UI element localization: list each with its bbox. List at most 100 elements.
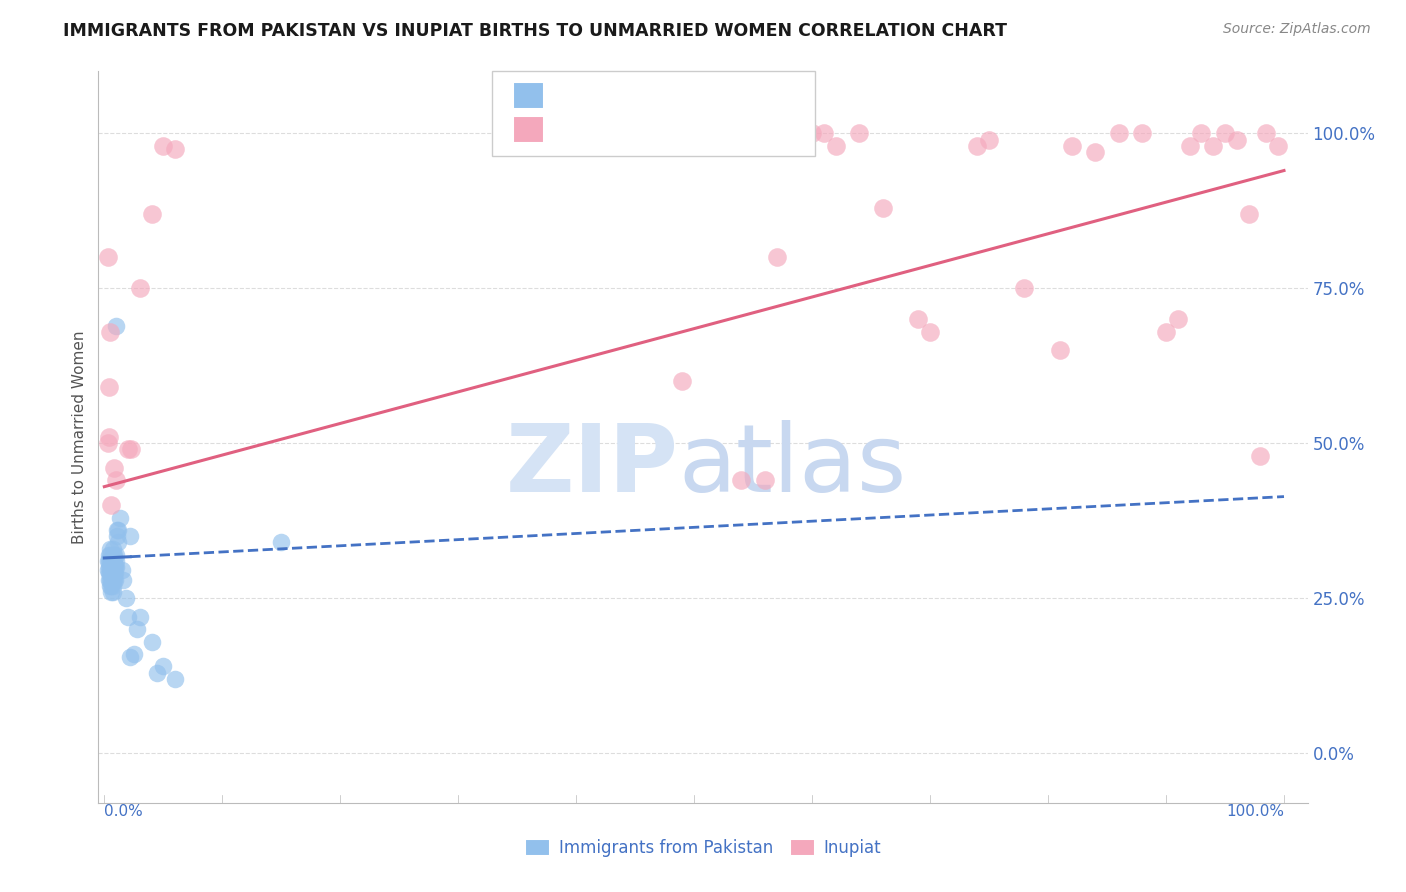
Point xyxy=(101,566,124,581)
Point xyxy=(97,250,120,264)
Point xyxy=(1256,126,1278,140)
Point xyxy=(98,548,121,562)
Point xyxy=(105,474,128,488)
Point xyxy=(165,672,187,686)
Legend: Immigrants from Pakistan, Inupiat: Immigrants from Pakistan, Inupiat xyxy=(519,832,887,864)
Point xyxy=(98,380,121,394)
Point xyxy=(101,554,124,568)
Point xyxy=(112,573,135,587)
Point xyxy=(101,548,124,562)
Point xyxy=(101,579,124,593)
Point xyxy=(98,573,121,587)
Point xyxy=(98,554,121,568)
Point xyxy=(813,126,835,140)
Point xyxy=(103,548,125,562)
Point xyxy=(907,312,929,326)
Point xyxy=(152,659,174,673)
Point xyxy=(1084,145,1107,159)
Point xyxy=(141,634,163,648)
Point xyxy=(108,510,131,524)
Text: R = 0.019: R = 0.019 xyxy=(553,87,643,104)
Point xyxy=(105,529,128,543)
Point xyxy=(98,560,121,574)
Point xyxy=(1178,138,1201,153)
Point xyxy=(98,548,121,562)
Point xyxy=(101,560,124,574)
Text: R = 0.583: R = 0.583 xyxy=(553,120,643,138)
Point xyxy=(1049,343,1071,358)
Point xyxy=(101,541,124,556)
Text: atlas: atlas xyxy=(679,420,907,512)
Point xyxy=(107,535,129,549)
Point xyxy=(1167,312,1189,326)
Point xyxy=(152,138,174,153)
Point xyxy=(98,554,121,568)
Point xyxy=(754,474,776,488)
Point xyxy=(1014,281,1036,295)
Point xyxy=(103,554,125,568)
Point xyxy=(104,560,127,574)
Point xyxy=(98,430,121,444)
Point xyxy=(120,529,142,543)
Point xyxy=(100,566,122,581)
Point xyxy=(128,281,150,295)
Point xyxy=(98,566,121,581)
Point xyxy=(1237,207,1260,221)
Point xyxy=(141,207,163,221)
Point xyxy=(111,563,134,577)
Point xyxy=(103,573,125,587)
Point xyxy=(100,573,122,587)
Text: ZIP: ZIP xyxy=(506,420,679,512)
Point xyxy=(98,573,121,587)
Point xyxy=(966,138,988,153)
Point xyxy=(117,610,139,624)
Point xyxy=(122,647,145,661)
Point xyxy=(114,591,136,606)
Point xyxy=(801,126,824,140)
Point xyxy=(101,573,124,587)
Point xyxy=(120,442,142,457)
Point xyxy=(1060,138,1083,153)
Point xyxy=(1108,126,1130,140)
Point xyxy=(98,560,121,574)
Point xyxy=(117,442,139,457)
Point xyxy=(98,579,121,593)
Point xyxy=(824,138,846,153)
Point xyxy=(98,566,121,581)
Point xyxy=(146,665,169,680)
Point xyxy=(105,318,128,333)
Point xyxy=(103,461,125,475)
Point xyxy=(1202,138,1225,153)
Point xyxy=(127,622,149,636)
Point xyxy=(97,554,120,568)
Point xyxy=(97,563,120,577)
Text: N = 57: N = 57 xyxy=(703,87,770,104)
Point xyxy=(1213,126,1236,140)
Point xyxy=(730,474,752,488)
Text: N = 44: N = 44 xyxy=(703,120,770,138)
Point xyxy=(105,560,128,574)
Point xyxy=(848,126,870,140)
Point xyxy=(128,610,150,624)
Point xyxy=(270,535,292,549)
Point xyxy=(1154,325,1177,339)
Point xyxy=(100,579,122,593)
Text: IMMIGRANTS FROM PAKISTAN VS INUPIAT BIRTHS TO UNMARRIED WOMEN CORRELATION CHART: IMMIGRANTS FROM PAKISTAN VS INUPIAT BIRT… xyxy=(63,22,1007,40)
Point xyxy=(103,566,125,581)
Point xyxy=(105,523,128,537)
Point xyxy=(107,523,129,537)
Point xyxy=(98,541,121,556)
Point xyxy=(1226,132,1249,146)
Text: 0.0%: 0.0% xyxy=(104,804,143,819)
Point xyxy=(765,250,787,264)
Point xyxy=(105,554,128,568)
Point xyxy=(671,374,693,388)
Text: 100.0%: 100.0% xyxy=(1226,804,1284,819)
Point xyxy=(97,436,120,450)
Y-axis label: Births to Unmarried Women: Births to Unmarried Women xyxy=(72,330,87,544)
Point xyxy=(101,585,124,599)
Point xyxy=(1132,126,1154,140)
Point xyxy=(103,560,125,574)
Point xyxy=(104,573,127,587)
Point xyxy=(1249,449,1271,463)
